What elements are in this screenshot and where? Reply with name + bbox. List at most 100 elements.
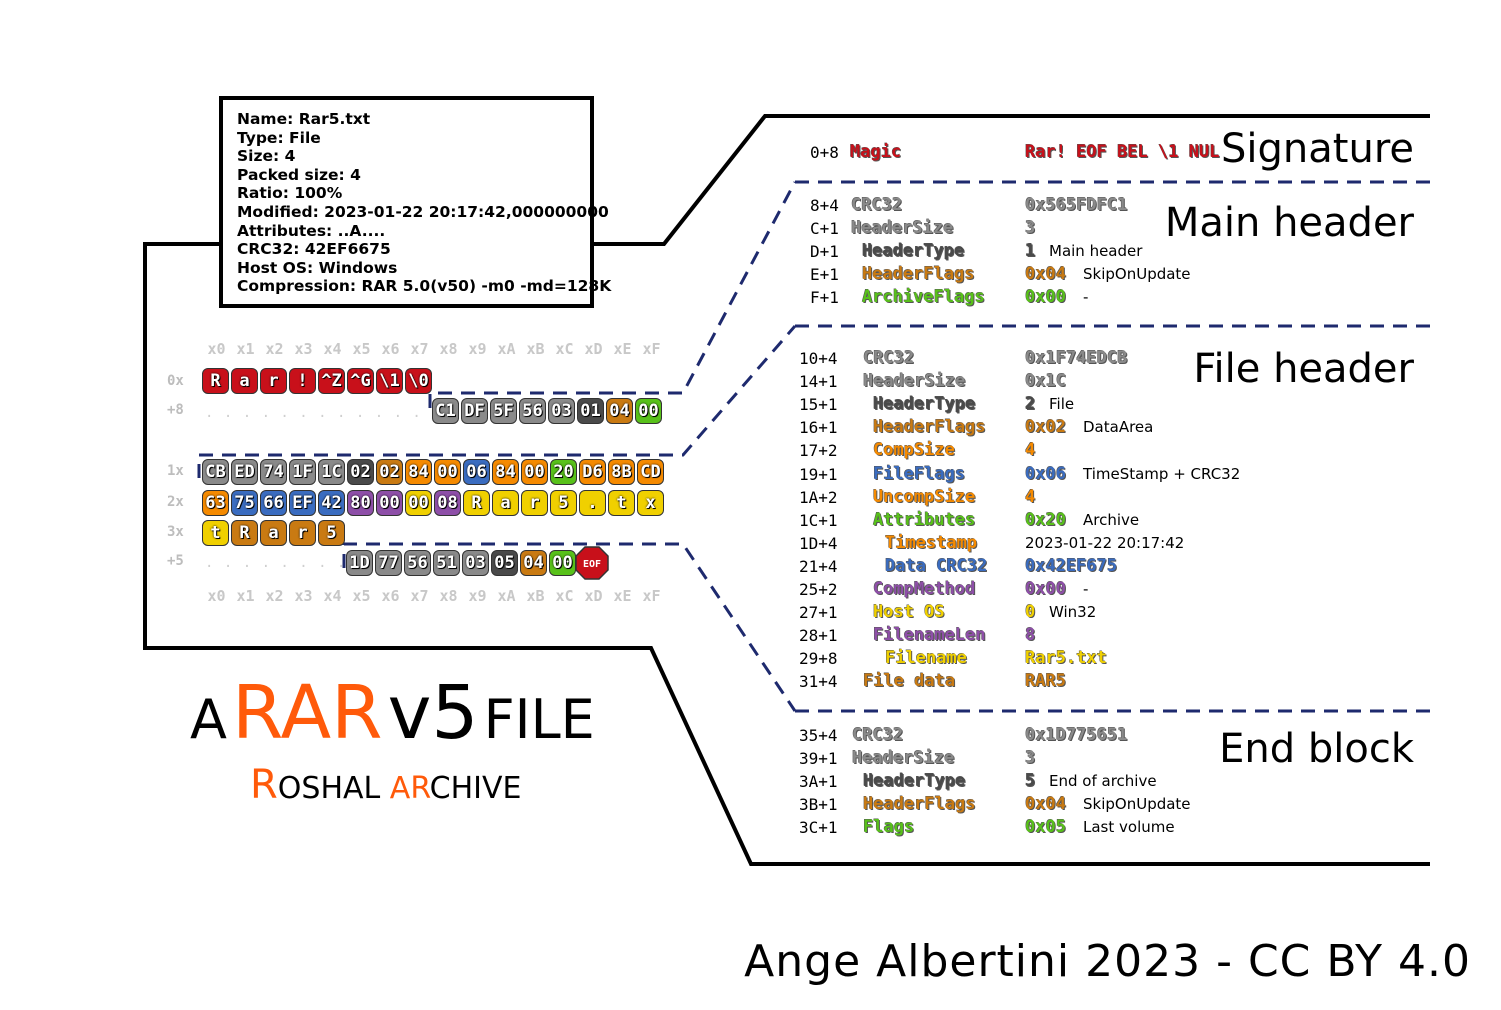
- field-name: HeaderSize: [851, 218, 954, 239]
- field-offset: F+1: [810, 288, 839, 308]
- page-title: A RAR v5 FILE: [190, 670, 595, 756]
- title-a: A: [190, 688, 227, 751]
- hex-column-label: x2: [265, 340, 284, 358]
- field-value: 0x00: [1025, 579, 1066, 599]
- hex-byte: 02: [347, 459, 374, 485]
- info-line: Modified: 2023-01-22 20:17:42,000000000: [237, 202, 609, 221]
- field-value: 2: [1025, 394, 1036, 415]
- field-row: C+1 HeaderSize 3: [810, 217, 1430, 240]
- field-row: 1A+2 UncompSize 4: [799, 486, 1419, 509]
- hex-byte: 42: [318, 490, 345, 516]
- hex-byte: 03: [548, 398, 575, 424]
- field-description: Main header: [1049, 242, 1143, 261]
- hex-byte: \1: [376, 368, 403, 394]
- hex-row-label: +8: [167, 402, 184, 418]
- section-title: File header: [1193, 346, 1414, 392]
- hex-byte: 56: [404, 550, 431, 576]
- title-file: FILE: [483, 688, 595, 751]
- hex-byte: 5: [550, 490, 577, 516]
- field-name: Data CRC32: [885, 555, 988, 576]
- info-line: Name: Rar5.txt: [237, 110, 371, 128]
- field-value: 0: [1025, 602, 1036, 623]
- hex-byte: 1D: [346, 550, 373, 576]
- field-offset: 35+4: [799, 726, 838, 745]
- connector-file: [197, 325, 797, 478]
- field-row: 10+4 CRC32 0x1F74EDCB: [799, 347, 1419, 370]
- frame-outline: [594, 114, 1430, 246]
- hex-column-label: xB: [526, 587, 545, 605]
- hex-column-label: x6: [381, 340, 400, 358]
- subtitle-chive: CHIVE: [429, 771, 522, 806]
- hex-column-header-bottom: x0 x1 x2 x3 x4 x5 x6 x7 x8 x9 xA xB xC xD xE xF: [202, 587, 666, 607]
- hex-column-label: x3: [294, 340, 313, 358]
- field-row: 3B+1 HeaderFlags 0x04 SkipOnUpdate: [799, 793, 1419, 816]
- field-offset: 29+8: [799, 649, 838, 669]
- hex-byte: !: [289, 368, 316, 394]
- field-row: 29+8 Filename Rar5.txt: [799, 647, 1419, 670]
- hex-byte: 56: [519, 398, 546, 424]
- field-name: File data: [863, 671, 956, 692]
- field-offset: 17+2: [799, 441, 838, 461]
- hex-byte: 8B: [608, 459, 635, 485]
- field-value: Rar5.txt: [1025, 648, 1107, 669]
- field-value: 3: [1025, 218, 1036, 239]
- hex-byte: r: [260, 368, 287, 394]
- field-name: HeaderType: [863, 771, 966, 792]
- hex-row-label: 0x: [167, 373, 184, 389]
- hex-byte: 00: [376, 490, 403, 516]
- subtitle-ar: AR: [389, 771, 430, 806]
- field-name: CompSize: [873, 440, 955, 461]
- field-offset: D+1: [810, 242, 839, 262]
- field-row: 28+1 FilenameLen 8: [799, 624, 1419, 647]
- field-name: HeaderType: [862, 241, 965, 262]
- hex-column-label: x7: [410, 587, 429, 605]
- hex-byte: 04: [606, 398, 633, 424]
- field-name: HeaderSize: [852, 748, 955, 769]
- field-name: HeaderFlags: [862, 264, 975, 285]
- field-row: 39+1 HeaderSize 3: [799, 747, 1419, 770]
- field-name: FileFlags: [873, 463, 966, 484]
- field-description: -: [1083, 580, 1089, 598]
- field-row: 31+4 File data RAR5: [799, 670, 1419, 693]
- field-name: HeaderType: [873, 394, 976, 415]
- field-offset: E+1: [810, 265, 839, 285]
- eof-stop-icon: EOF: [575, 546, 609, 580]
- hex-byte: EF: [289, 490, 316, 516]
- hex-byte: DF: [461, 398, 488, 424]
- section-title: Main header: [1164, 200, 1414, 246]
- field-description: Win32: [1049, 603, 1097, 622]
- hex-column-label: x9: [468, 587, 487, 605]
- hex-byte: 51: [433, 550, 460, 576]
- hex-byte: ED: [231, 459, 258, 485]
- field-row: 14+1 HeaderSize 0x1C: [799, 370, 1419, 393]
- field-row: 3C+1 Flags 0x05 Last volume: [799, 816, 1419, 839]
- frame-outline-left: [143, 242, 1430, 866]
- field-value: 8: [1025, 625, 1036, 646]
- field-value: 1: [1025, 241, 1036, 262]
- hex-column-label: xF: [642, 587, 661, 605]
- hex-byte: 77: [375, 550, 402, 576]
- field-description: SkipOnUpdate: [1083, 265, 1191, 284]
- info-line: Ratio: 100%: [237, 184, 343, 203]
- field-offset: 27+1: [799, 603, 838, 623]
- hex-column-label: x7: [410, 340, 429, 358]
- hex-byte: R: [202, 368, 229, 394]
- field-row: 35+4 CRC32 0x1D775651: [799, 724, 1419, 747]
- hex-column-label: x2: [265, 587, 284, 605]
- field-value: 4: [1025, 440, 1036, 461]
- field-offset: 31+4: [799, 672, 838, 692]
- hex-byte: CD: [637, 459, 664, 485]
- hex-byte: 75: [231, 490, 258, 516]
- field-offset: 8+4: [810, 196, 839, 215]
- field-offset: 0+8: [810, 143, 839, 162]
- field-offset: 1C+1: [799, 510, 838, 530]
- field-name: ArchiveFlags: [862, 287, 985, 308]
- field-name: Timestamp: [885, 532, 978, 553]
- hex-column-label: x1: [236, 587, 255, 605]
- field-row: 3A+1 HeaderType 5 End of archive: [799, 770, 1419, 793]
- field-name: Filename: [885, 648, 967, 669]
- connector-end: [342, 542, 797, 712]
- field-name: UncompSize: [873, 486, 976, 507]
- field-value: 0x1C: [1025, 371, 1066, 392]
- field-name: CRC32: [863, 348, 915, 368]
